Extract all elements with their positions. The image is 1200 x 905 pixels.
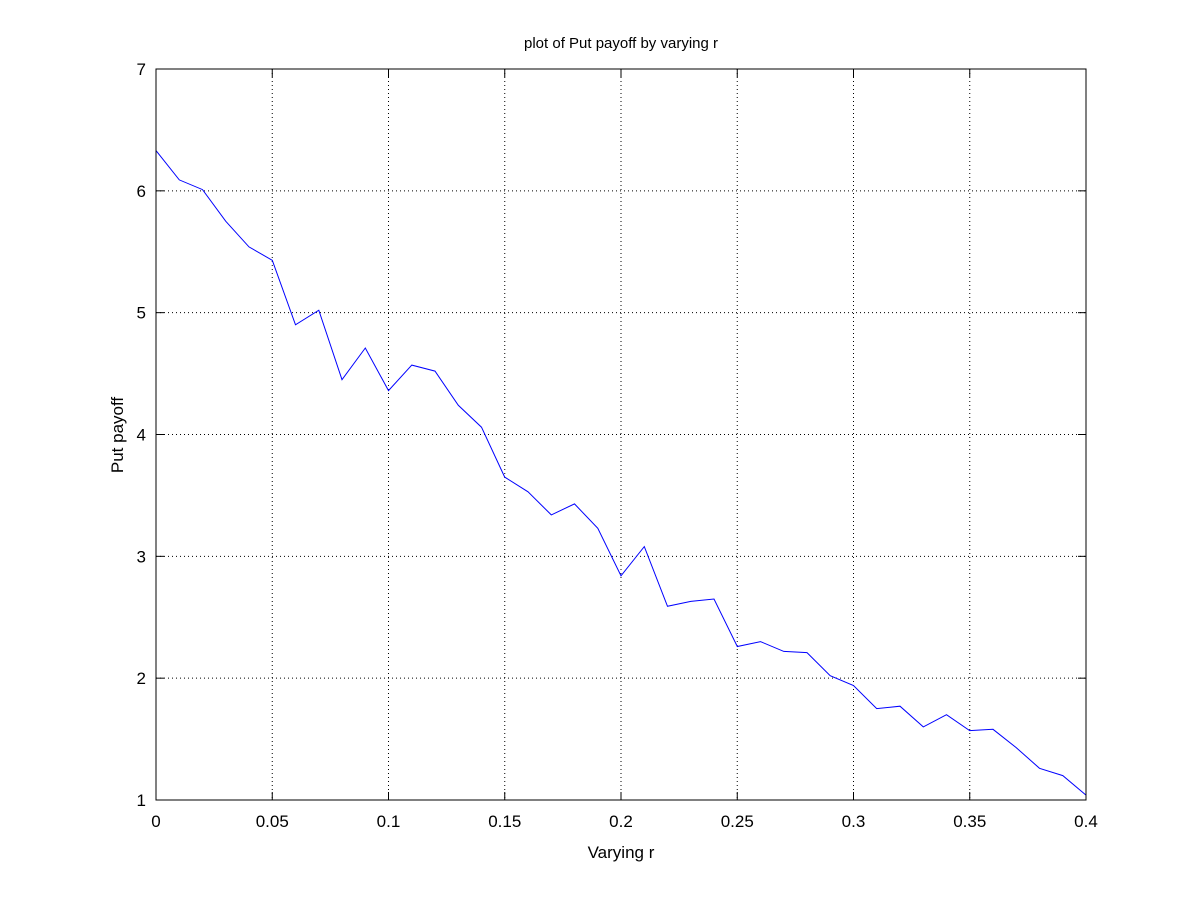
y-tick-label: 5 [137, 304, 146, 323]
y-tick-label: 7 [137, 60, 146, 79]
x-tick-label: 0 [151, 812, 160, 831]
tick-label-layer: 0 0.05 0.1 0.15 0.2 0.25 0.3 0.35 0.4 1 2 3 4 5 6 7 [137, 60, 1098, 831]
grid-layer [156, 69, 1086, 800]
x-tick-label: 0.3 [842, 812, 866, 831]
x-tick-label: 0.25 [721, 812, 754, 831]
y-tick-label: 6 [137, 182, 146, 201]
y-tick-label: 1 [137, 791, 146, 810]
x-tick-label: 0.35 [953, 812, 986, 831]
x-tick-label: 0.2 [609, 812, 633, 831]
x-axis-label: Varying r [588, 843, 655, 862]
x-tick-label: 0.15 [488, 812, 521, 831]
y-tick-label: 2 [137, 669, 146, 688]
chart-title: plot of Put payoff by varying r [524, 35, 718, 52]
x-tick-label: 0.05 [256, 812, 289, 831]
x-tick-label: 0.1 [377, 812, 401, 831]
tick-layer [155, 68, 1087, 801]
y-tick-label: 3 [137, 547, 146, 566]
x-tick-label: 0.4 [1074, 812, 1098, 831]
y-tick-label: 4 [137, 426, 146, 445]
y-axis-label: Put payoff [108, 397, 127, 474]
series-line [155, 150, 1087, 796]
